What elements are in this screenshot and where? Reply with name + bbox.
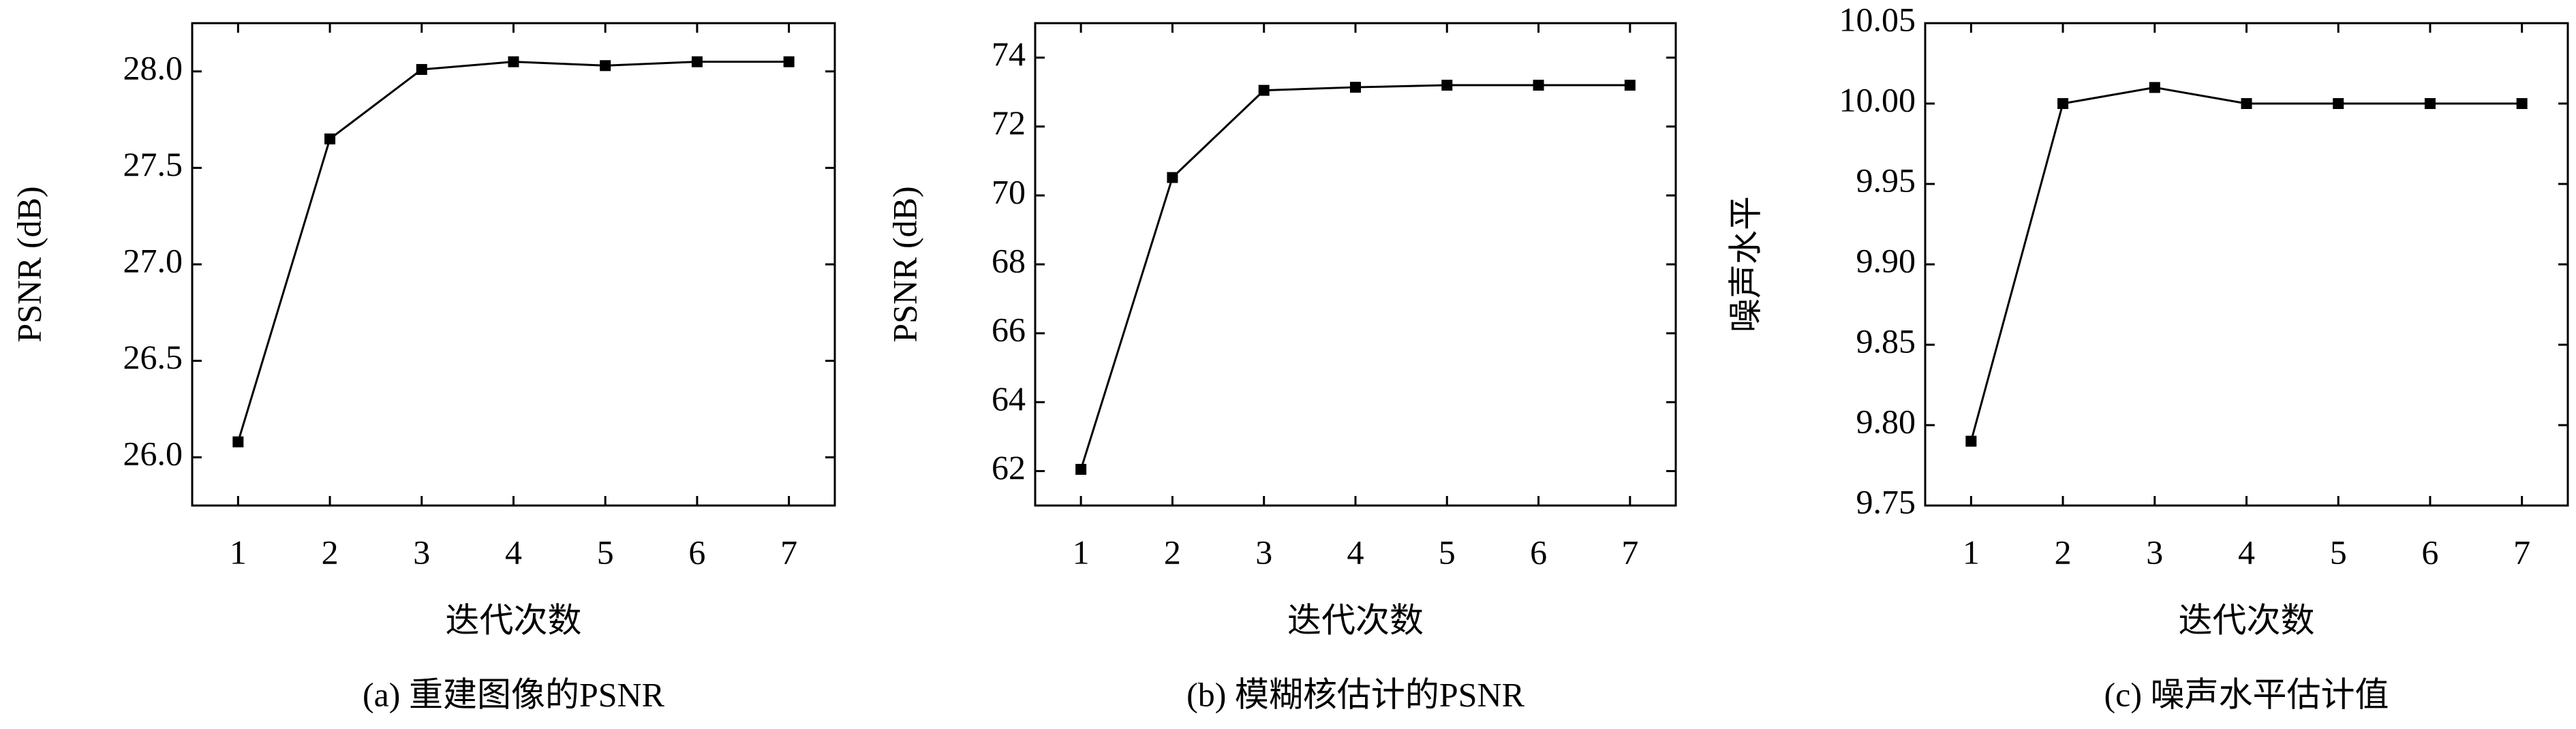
y-tick-label: 27.0: [123, 241, 183, 279]
data-point: [1258, 84, 1270, 96]
x-tick-label: 1: [1073, 533, 1090, 571]
x-tick-label: 5: [597, 533, 614, 571]
data-point: [232, 436, 244, 448]
plot-frame: [1924, 22, 2569, 507]
caption: (b) 模糊核估计的PSNR: [1186, 675, 1525, 713]
data-point: [691, 56, 703, 67]
x-tick-label: 4: [2238, 533, 2255, 571]
data-point: [2057, 98, 2069, 109]
y-tick-label: 9.75: [1856, 482, 1916, 521]
y-tick-label: 64: [992, 379, 1026, 418]
x-tick-label: 3: [1255, 533, 1272, 571]
data-point: [2516, 98, 2528, 109]
data-point: [1441, 80, 1453, 91]
y-tick-label: 26.5: [123, 338, 183, 376]
y-axis-label: 噪声水平: [1726, 196, 1764, 332]
x-tick-label: 1: [1963, 533, 1980, 571]
data-point: [2241, 98, 2252, 109]
y-tick-label: 10.05: [1839, 0, 1916, 38]
plot-frame: [191, 22, 836, 507]
x-tick-label: 4: [505, 533, 522, 571]
x-tick-label: 3: [413, 533, 430, 571]
x-tick-label: 7: [2513, 533, 2530, 571]
x-tick-label: 4: [1347, 533, 1364, 571]
x-tick-label: 6: [688, 533, 705, 571]
data-point: [1624, 80, 1636, 91]
x-axis-label: 迭代次数: [2179, 601, 2315, 639]
y-tick-label: 74: [992, 35, 1026, 73]
data-line: [1969, 86, 2522, 441]
x-tick-label: 7: [780, 533, 797, 571]
x-axis-label: 迭代次数: [1287, 601, 1424, 639]
data-point: [1965, 435, 1977, 447]
y-tick-label: 68: [992, 241, 1026, 279]
x-tick-label: 2: [1164, 533, 1181, 571]
y-tick-label: 10.00: [1839, 80, 1916, 119]
caption: (a) 重建图像的PSNR: [363, 675, 665, 713]
x-tick-label: 6: [2421, 533, 2438, 571]
data-point: [1350, 82, 1361, 93]
x-tick-label: 6: [1530, 533, 1547, 571]
y-tick-label: 26.0: [123, 435, 183, 473]
y-tick-label: 66: [992, 311, 1026, 349]
x-tick-label: 7: [1621, 533, 1638, 571]
y-tick-label: 9.80: [1856, 402, 1916, 440]
data-point: [1075, 463, 1087, 475]
data-point: [508, 56, 519, 67]
x-tick-label: 1: [230, 533, 247, 571]
y-tick-label: 70: [992, 172, 1026, 211]
plot-frame: [1034, 22, 1677, 507]
y-tick-label: 27.5: [123, 145, 183, 183]
data-point: [324, 133, 336, 144]
data-line: [236, 61, 789, 442]
y-tick-label: 9.95: [1856, 161, 1916, 199]
y-axis-label: PSNR (dB): [885, 186, 923, 342]
data-point: [600, 60, 611, 72]
x-tick-label: 3: [2146, 533, 2163, 571]
y-tick-label: 9.85: [1856, 322, 1916, 360]
data-point: [1167, 172, 1178, 183]
x-tick-label: 5: [1439, 533, 1456, 571]
data-point: [2424, 98, 2436, 109]
data-point: [2333, 98, 2344, 109]
y-tick-label: 28.0: [123, 48, 183, 87]
y-tick-label: 9.90: [1856, 241, 1916, 279]
y-tick-label: 72: [992, 104, 1026, 142]
y-tick-label: 62: [992, 448, 1026, 486]
x-axis-label: 迭代次数: [446, 601, 582, 639]
y-axis-label: PSNR (dB): [10, 186, 48, 342]
x-tick-label: 2: [2055, 533, 2072, 571]
chart-panel: 62 64 66 68 70 72 74 1 2 3 4 5 6 7 迭代次数 (b) 模糊核估计的PSNR P…: [885, 22, 1677, 713]
data-point: [783, 56, 795, 67]
data-point: [2149, 82, 2160, 93]
caption: (c) 噪声水平估计值: [2104, 675, 2389, 713]
x-tick-label: 5: [2330, 533, 2347, 571]
data-line: [1079, 84, 1630, 470]
x-tick-label: 2: [322, 533, 339, 571]
data-point: [1533, 80, 1544, 91]
chart-panel: 26.0 26.5 27.0 27.5 28.0 1 2 3 4 5 6 7 迭代次数 (a) 重建图像的…: [10, 22, 836, 713]
data-point: [416, 63, 427, 75]
chart-panel: 9.75 9.80 9.85 9.90 9.95 10.00 10.05 1 2 3 4 5 6 7 迭代次…: [1726, 0, 2569, 713]
